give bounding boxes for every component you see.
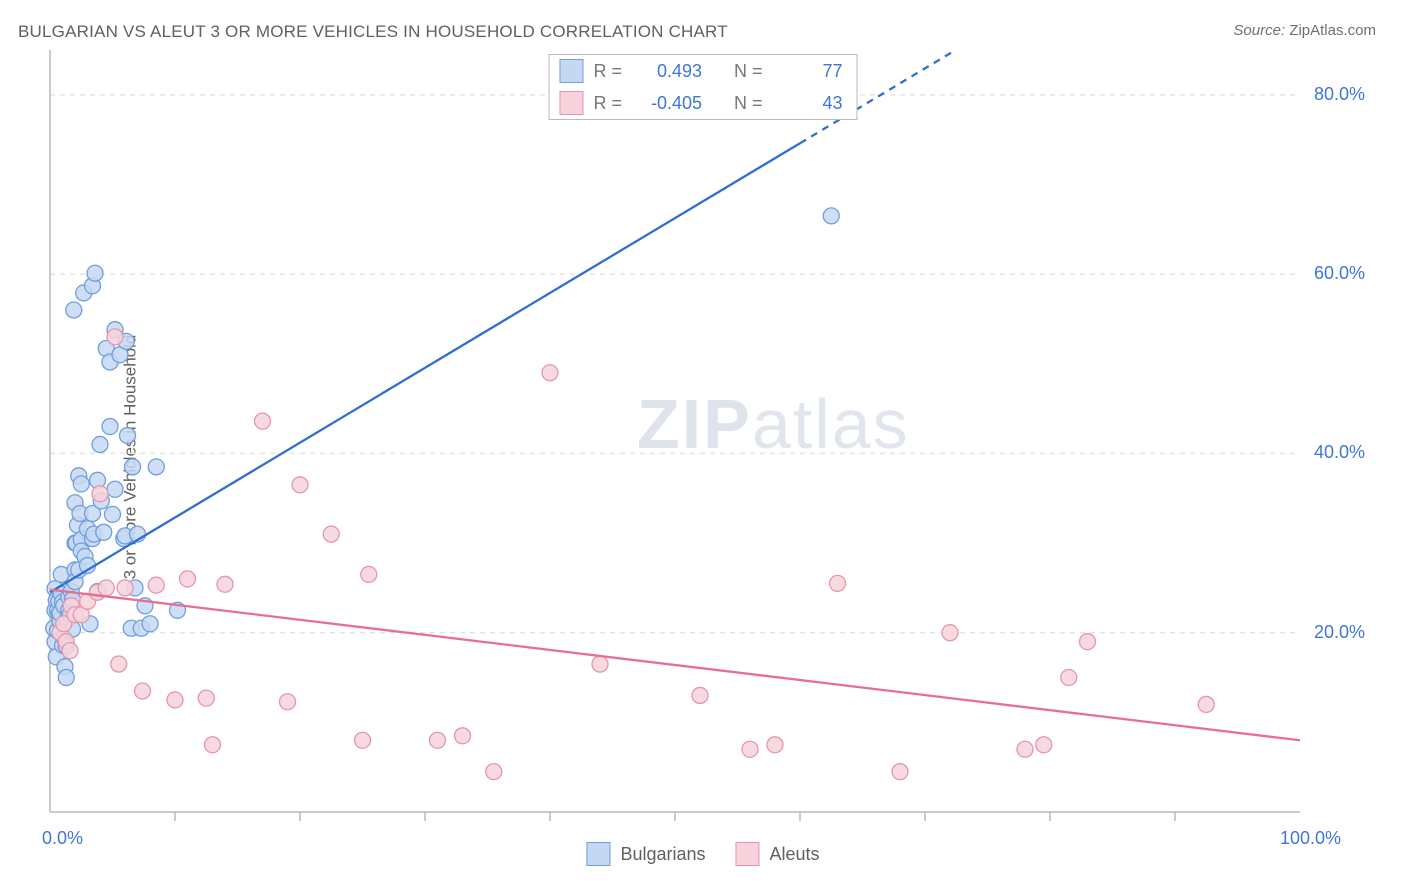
legend-row-aleuts: R = -0.405 N = 43 — [549, 87, 856, 119]
series-legend: Bulgarians Aleuts — [586, 842, 819, 866]
correlation-legend: R = 0.493 N = 77 R = -0.405 N = 43 — [548, 54, 857, 120]
n-label: N = — [734, 93, 763, 114]
r-label: R = — [593, 93, 622, 114]
chart-area: 3 or more Vehicles in Household ZIPatlas… — [0, 42, 1406, 872]
n-label: N = — [734, 61, 763, 82]
source-name: ZipAtlas.com — [1289, 22, 1376, 39]
n-value-aleuts: 43 — [773, 93, 843, 114]
r-label: R = — [593, 61, 622, 82]
legend-row-bulgarians: R = 0.493 N = 77 — [549, 55, 856, 87]
legend-item-aleuts: Aleuts — [736, 842, 820, 866]
swatch-aleuts — [559, 91, 583, 115]
x-axis-min-label: 0.0% — [42, 828, 83, 849]
scatter-chart — [0, 42, 1406, 872]
r-value-bulgarians: 0.493 — [632, 61, 702, 82]
y-tick-label-40: 40.0% — [1314, 442, 1365, 463]
y-tick-label-60: 60.0% — [1314, 263, 1365, 284]
r-value-aleuts: -0.405 — [632, 93, 702, 114]
y-tick-label-80: 80.0% — [1314, 84, 1365, 105]
swatch-bulgarians — [559, 59, 583, 83]
chart-header: BULGARIAN VS ALEUT 3 OR MORE VEHICLES IN… — [0, 0, 1406, 42]
source-attribution: Source: ZipAtlas.com — [1233, 22, 1376, 39]
legend-label-bulgarians: Bulgarians — [620, 844, 705, 865]
y-tick-label-20: 20.0% — [1314, 622, 1365, 643]
legend-item-bulgarians: Bulgarians — [586, 842, 705, 866]
x-axis-max-label: 100.0% — [1280, 828, 1341, 849]
n-value-bulgarians: 77 — [773, 61, 843, 82]
swatch-aleuts — [736, 842, 760, 866]
source-prefix: Source: — [1233, 22, 1289, 39]
swatch-bulgarians — [586, 842, 610, 866]
chart-title: BULGARIAN VS ALEUT 3 OR MORE VEHICLES IN… — [18, 22, 728, 42]
legend-label-aleuts: Aleuts — [770, 844, 820, 865]
